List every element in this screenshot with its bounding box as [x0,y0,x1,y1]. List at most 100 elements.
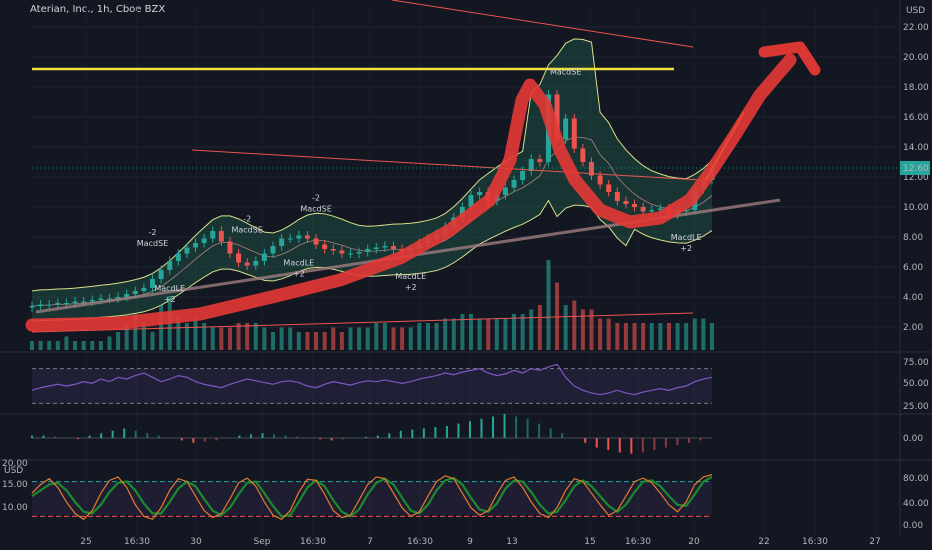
volume-bar [632,323,637,350]
annotation-arrow [25,53,797,332]
macd-bar [515,416,518,438]
volume-bar [425,323,430,350]
volume-bar [649,323,654,350]
x-tick-label: 22 [758,537,769,547]
stoch-left-tick-label: 15.00 [2,480,28,490]
volume-bar [90,341,95,350]
volume-bar [434,323,439,350]
candle-body [477,192,483,195]
macd-bar [273,434,276,438]
volume-bar [314,332,319,350]
stoch-k-line [31,474,713,521]
volume-bar [116,332,121,350]
volume-bar [202,323,207,350]
volume-bar [468,314,473,350]
macd-bar [434,427,437,438]
volume-bar [684,323,689,350]
macd-bar [399,430,402,438]
volume-bar [451,318,456,350]
candle-body [201,238,207,243]
x-tick-label: 16:30 [124,537,150,547]
stoch-left-tick-label: 10.00 [2,503,28,513]
signal-label: MacdLE [283,259,314,268]
volume-bar [572,300,577,350]
signal-label: MacdSE [137,239,168,248]
rsi-pane [31,363,713,404]
volume-bar [322,332,327,350]
candle-body [72,301,78,303]
volume-bar [357,327,362,350]
macd-bar [54,436,57,438]
candle-body [115,297,121,299]
volume-bar [666,323,671,350]
price-tag [900,161,930,175]
volume-bar [64,336,69,350]
stoch-tick-label: 40.00 [903,499,929,509]
volume-bar [400,327,405,350]
candle-body [649,210,655,212]
volume-bar [555,282,560,350]
candle-body [184,247,190,254]
candle-body [347,253,353,255]
macd-bar [641,438,644,453]
y-tick-label: 14.00 [903,143,929,153]
macd-bar [157,435,160,438]
candle-body [382,246,388,248]
macd-bar [180,438,183,441]
macd-pane [31,414,713,454]
macd-bar [261,433,264,438]
bollinger-fill [32,38,712,322]
signal-label: +2 [164,295,176,304]
signal-label: MacdSE [550,68,581,77]
price-pane: -2 MacdSE MacdLE +2 -2 MacdSE MacdLE +2 -2 MacdSE… [25,0,900,350]
volume-bar [38,341,43,350]
stoch-left-tick-label: 20.00 [2,459,28,469]
volume-bar [589,309,594,350]
macd-bar [445,426,448,438]
macd-bar [584,438,587,443]
y-tick-label: 8.00 [903,233,923,243]
volume-bar [288,327,293,350]
macd-bar [388,433,391,438]
candle-body [279,238,285,246]
volume-bar [348,327,353,350]
candle-body [468,195,474,207]
candle-body [322,244,328,249]
candle-body [313,238,319,245]
trendline-upper [391,0,694,48]
candle-body [304,235,310,239]
macd-tick-label: 0.00 [903,434,923,444]
volume-bar [391,327,396,350]
macd-bar [503,414,506,438]
volume-bar [503,318,508,350]
candle-body [588,162,594,176]
candle-body [89,300,95,302]
macd-bar [146,433,149,438]
candle-body [106,298,112,300]
bollinger-basis [31,136,713,307]
candle-body [38,304,44,306]
macd-bar [319,438,322,440]
candle-body [606,184,612,192]
signal-label: -2 [312,194,320,203]
trendline-middle [191,149,701,181]
volume-bar [417,323,422,350]
signal-label: -2 [149,228,157,237]
macd-bar [238,435,241,438]
candle-body [253,261,259,266]
volume-bar [658,323,663,350]
candle-body [81,301,87,303]
volume-bar [641,323,646,350]
candle-body [580,148,586,162]
volume-bar [374,323,379,350]
volume-bar [512,314,517,350]
candle-body [124,294,130,297]
x-tick-label: 9 [467,537,473,547]
x-tick-label: 16:30 [407,537,433,547]
macd-bar [526,418,529,438]
volume-bar [253,323,258,350]
volume-bar [107,336,112,350]
candle-body [528,159,534,171]
